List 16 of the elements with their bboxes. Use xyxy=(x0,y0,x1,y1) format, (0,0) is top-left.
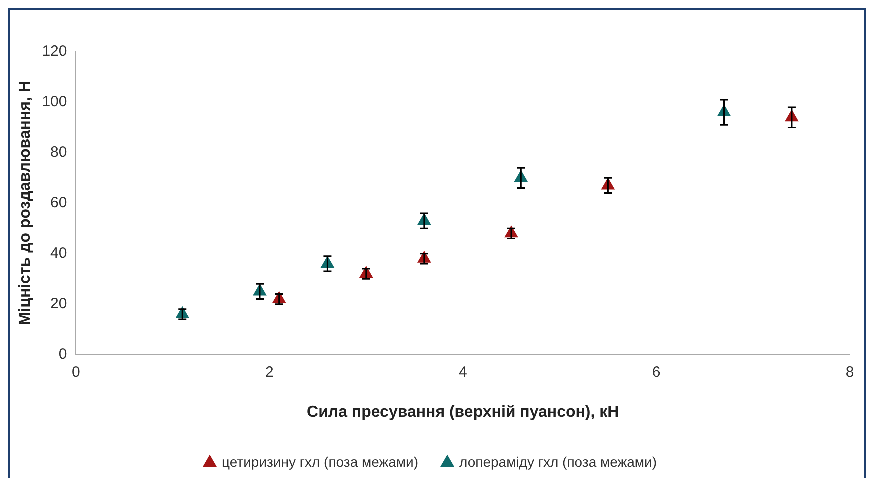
y-tick-label: 60 xyxy=(50,194,68,212)
y-tick-label: 80 xyxy=(50,144,68,162)
legend-label: цетиризину гхл (поза межами) xyxy=(222,454,419,470)
x-tick-label: 0 xyxy=(72,364,80,381)
y-tick-label: 0 xyxy=(58,346,68,363)
x-tick-label: 6 xyxy=(652,364,661,381)
x-tick-label: 8 xyxy=(846,364,854,381)
x-tick-label: 4 xyxy=(458,364,468,381)
legend-label: лопераміду гхл (поза межами) xyxy=(460,454,658,470)
x-axis-title: Сила пресування (верхній пуансон), кН xyxy=(307,404,620,421)
y-tick-label: 120 xyxy=(42,43,68,60)
x-tick-label: 2 xyxy=(266,364,274,381)
y-axis-title: Міцність до роздавлювання, Н xyxy=(17,81,34,326)
y-tick-label: 40 xyxy=(50,245,68,262)
y-tick-label: 20 xyxy=(50,295,68,312)
y-tick-label: 100 xyxy=(42,94,68,111)
